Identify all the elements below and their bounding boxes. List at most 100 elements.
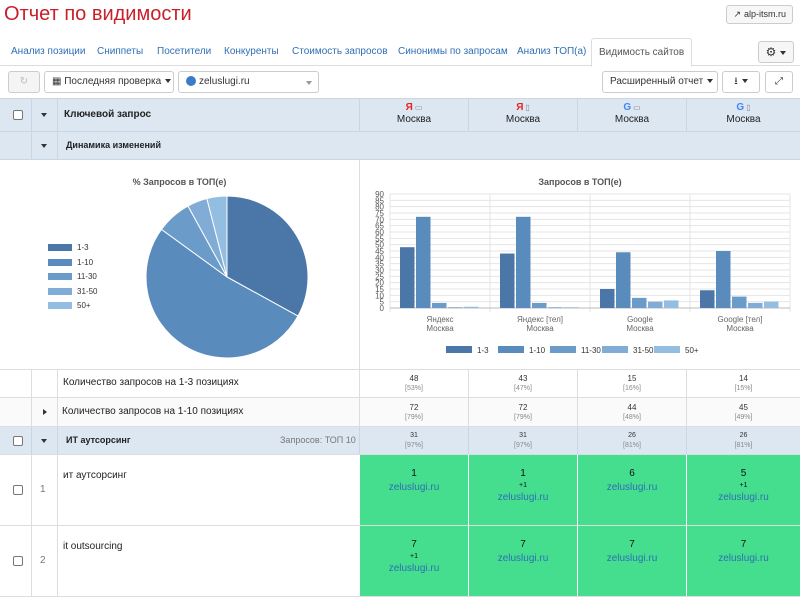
summary-count: 15 [627, 374, 637, 383]
chevron-down-icon[interactable] [41, 439, 47, 443]
bar-31-50[interactable] [548, 307, 563, 308]
tab-site-visibility[interactable]: Видимость сайтов [591, 38, 693, 67]
bar-50+[interactable] [664, 300, 679, 308]
x-category-label: Яндекс [тел] [517, 315, 563, 324]
y-tick-label: 60 [375, 228, 384, 237]
x-category-label: Яндекс [427, 315, 454, 324]
select-all-checkbox[interactable] [13, 110, 23, 120]
column-yandex-mobile[interactable]: Я ▯ Москва [468, 99, 577, 131]
ranking-url[interactable]: zeluslugi.ru [388, 482, 440, 493]
pie-legend-item[interactable]: 31-50 [48, 287, 97, 296]
position-value: 1 [520, 468, 526, 479]
bar-1-10[interactable] [416, 216, 431, 308]
table-row[interactable]: 1 ит аутсорсинг 1 zeluslugi.ru 1 +1 zeluslu… [0, 455, 800, 526]
pie-slice-1-3[interactable] [226, 195, 309, 317]
tab-visitors[interactable]: Посетители [157, 46, 212, 57]
advanced-report-button[interactable]: Расширенный отчет [602, 71, 718, 93]
row-number: 1 [40, 484, 46, 495]
column-city: Москва [614, 114, 650, 125]
bar-11-30[interactable] [432, 302, 447, 308]
pie-legend-item[interactable]: 1-10 [48, 258, 93, 267]
column-google-desktop[interactable]: G ▭ Москва [577, 99, 686, 131]
tab-query-cost[interactable]: Стоимость запросов [292, 46, 388, 57]
group-top-label: Запросов: ТОП 10 [280, 435, 356, 445]
external-site-link[interactable]: ↗ alp-itsm.ru [726, 5, 793, 24]
column-google-mobile[interactable]: G ▯ Москва [686, 99, 800, 131]
refresh-button[interactable]: ↻ [8, 71, 40, 93]
chevron-right-icon[interactable] [43, 409, 47, 415]
ranking-url[interactable]: zeluslugi.ru [497, 492, 549, 503]
tab-snippets[interactable]: Сниппеты [97, 46, 144, 57]
settings-button[interactable]: ⚙ [758, 41, 794, 63]
column-yandex-desktop[interactable]: Я ▭ Москва [359, 99, 468, 131]
row-number: 2 [40, 555, 46, 566]
position-value: 7 [411, 539, 417, 550]
bar-50+[interactable] [764, 301, 779, 308]
pie-legend-item[interactable]: 11-30 [48, 272, 97, 281]
bar-31-50[interactable] [448, 307, 463, 308]
ranking-url[interactable]: zeluslugi.ru [718, 492, 769, 503]
row-checkbox[interactable] [13, 485, 23, 495]
ranking-url[interactable]: zeluslugi.ru [388, 563, 440, 574]
bar-50+[interactable] [464, 306, 479, 308]
legend-label: 1-10 [529, 346, 546, 355]
bar-11-30[interactable] [632, 297, 647, 308]
y-tick-label: 80 [375, 203, 384, 212]
pie-slice-50+[interactable] [206, 195, 228, 278]
bar-1-10[interactable] [516, 216, 531, 308]
legend-swatch [48, 302, 72, 310]
pie-slice-1-10[interactable] [145, 228, 299, 359]
ranking-url[interactable]: zeluslugi.ru [718, 553, 769, 564]
summary-percent: [16%] [623, 385, 641, 392]
group-checkbox[interactable] [13, 436, 23, 446]
position-value: 5 [740, 468, 747, 479]
check-date-dropdown[interactable]: ▦ Последняя проверка [44, 71, 174, 93]
report-tabs: Анализ позиции Сниппеты Посетители Конку… [0, 38, 800, 67]
chevron-down-icon[interactable] [41, 113, 47, 117]
group-count: 31 [519, 432, 527, 439]
chevron-down-icon[interactable] [41, 144, 47, 148]
expand-button[interactable]: ⤢ [765, 71, 793, 93]
bar-50+[interactable] [564, 307, 579, 308]
keyword-text: it outsourcing [63, 541, 123, 552]
bar-1-10[interactable] [616, 252, 631, 308]
position-delta: +1 [739, 482, 748, 489]
ranking-url[interactable]: zeluslugi.ru [497, 553, 549, 564]
table-row[interactable]: 2 it outsourcing 7 +1 zeluslugi.ru 7 zelusl… [0, 526, 800, 597]
bar-11-30[interactable] [732, 296, 747, 308]
bar-1-3[interactable] [700, 290, 715, 308]
position-delta: +1 [519, 482, 527, 489]
pie-legend-item[interactable]: 1-3 [48, 243, 89, 252]
ranking-url[interactable]: zeluslugi.ru [606, 482, 658, 493]
group-percent: [81%] [734, 442, 753, 449]
group-row: ИТ аутсорсинг Запросов: ТОП 10 31 [97%] 3… [0, 427, 800, 455]
download-button[interactable]: ⭳ [722, 71, 760, 93]
row-checkbox[interactable] [13, 556, 23, 566]
position-value: 7 [740, 539, 747, 550]
position-value: 7 [629, 539, 635, 550]
bar-11-30[interactable] [532, 302, 547, 308]
tab-position-analysis[interactable]: Анализ позиции [11, 46, 86, 57]
column-city: Москва [396, 114, 432, 125]
bar-1-3[interactable] [400, 247, 415, 308]
group-count: 31 [410, 432, 418, 439]
x-category-label: Москва [526, 324, 554, 333]
bar-1-10[interactable] [716, 251, 731, 308]
tab-query-synonyms[interactable]: Синонимы по запросам [398, 46, 508, 57]
ranking-url[interactable]: zeluslugi.ru [606, 553, 658, 564]
site-select[interactable]: zeluslugi.ru [178, 71, 319, 93]
bar-31-50[interactable] [648, 301, 663, 308]
bar-1-3[interactable] [500, 253, 515, 308]
tab-competitors[interactable]: Конкуренты [224, 46, 279, 57]
bar-1-3[interactable] [600, 289, 615, 308]
google-icon: G [623, 102, 632, 113]
yandex-icon: Я [516, 102, 524, 113]
tab-top-analysis[interactable]: Анализ ТОП(а) [517, 46, 587, 57]
summary-count: 72 [409, 403, 419, 412]
mobile-icon: ▯ [746, 103, 751, 112]
position-delta: +1 [410, 553, 418, 560]
pie-legend-item[interactable]: 50+ [48, 301, 91, 310]
bar-31-50[interactable] [748, 302, 763, 308]
keyword-text: ит аутсорсинг [63, 470, 127, 481]
